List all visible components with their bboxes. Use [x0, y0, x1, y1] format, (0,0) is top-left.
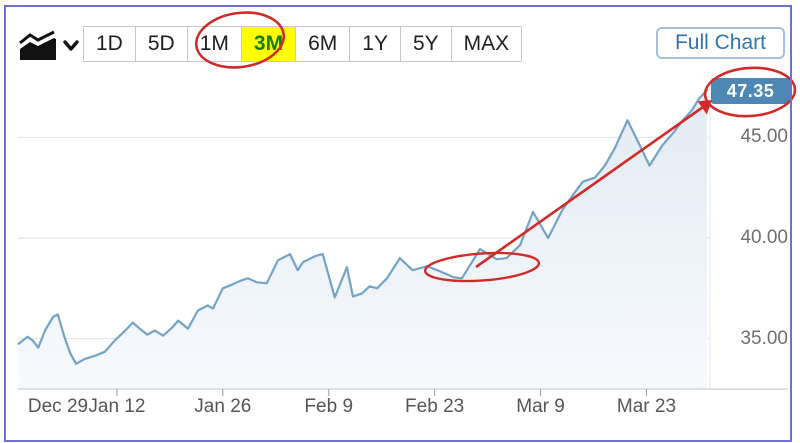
range-button-3m[interactable]: 3M	[240, 26, 297, 62]
area-chart-icon	[19, 30, 56, 60]
area-fill	[18, 90, 708, 389]
range-button-1y[interactable]: 1Y	[349, 26, 401, 62]
x-axis-label-Mar-23: Mar 23	[616, 396, 677, 417]
range-button-5y[interactable]: 5Y	[399, 26, 452, 62]
y-axis-label-35.00: 35.00	[740, 327, 788, 349]
x-axis-label-Feb-9: Feb 9	[304, 396, 354, 417]
range-button-max[interactable]: MAX	[450, 26, 523, 62]
y-axis-label-40.00: 40.00	[740, 227, 788, 249]
chevron-down-icon	[63, 40, 79, 51]
x-axis-label-Mar-9: Mar 9	[516, 396, 565, 417]
x-axis-tickmarks	[116, 389, 647, 396]
chart-type-dropdown[interactable]	[18, 30, 80, 61]
range-button-5d[interactable]: 5D	[134, 26, 188, 62]
x-axis-label-Jan-26: Jan 26	[194, 396, 252, 417]
range-button-1d[interactable]: 1D	[83, 26, 136, 62]
x-axis-label-Jan-12: Jan 12	[88, 396, 146, 417]
full-chart-button[interactable]: Full Chart	[655, 27, 785, 59]
x-axis-label-Feb-23: Feb 23	[405, 396, 465, 417]
range-button-group: 1D 5D 1M 3M 6M 1Y 5Y MAX	[83, 26, 523, 62]
range-button-6m[interactable]: 6M	[295, 26, 351, 62]
x-axis-label-Dec-29: Dec 29	[27, 396, 89, 417]
last-price-badge: 47.35	[711, 78, 790, 104]
y-axis-label-45.00: 45.00	[740, 126, 788, 148]
range-button-1m[interactable]: 1M	[186, 26, 242, 62]
